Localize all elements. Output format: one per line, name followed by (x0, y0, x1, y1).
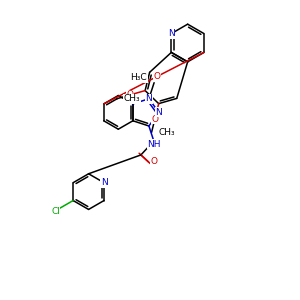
Text: N: N (155, 108, 162, 117)
Text: O: O (126, 91, 134, 100)
Text: NH: NH (147, 140, 160, 148)
Text: H₃C: H₃C (130, 73, 147, 82)
Text: N: N (146, 94, 152, 103)
Text: O: O (153, 72, 160, 81)
Text: O: O (151, 157, 158, 166)
Text: Cl: Cl (51, 207, 60, 216)
Text: O: O (152, 115, 158, 124)
Text: N: N (100, 178, 107, 187)
Text: N: N (168, 29, 175, 38)
Text: CH₃: CH₃ (158, 128, 175, 137)
Text: CH₃: CH₃ (124, 94, 140, 103)
